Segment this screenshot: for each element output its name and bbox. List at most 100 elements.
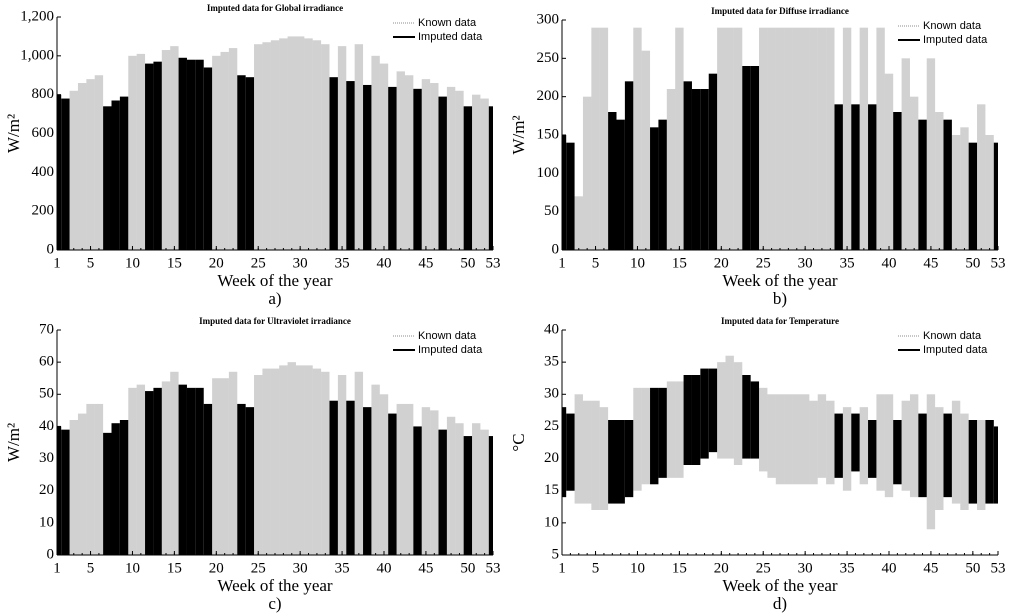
known-bar — [220, 51, 229, 251]
known-bar — [675, 381, 684, 478]
x-axis-label: Week of the year — [217, 576, 333, 595]
imputed-bar — [616, 119, 625, 251]
known-bar — [170, 46, 179, 250]
known-bar — [287, 36, 296, 250]
imputed-bar — [708, 73, 718, 251]
y-tick-label: 5 — [552, 546, 560, 562]
x-tick-label: 10 — [630, 255, 645, 271]
x-tick-label: 30 — [293, 560, 308, 576]
known-bar — [304, 365, 313, 555]
known-bar — [599, 407, 609, 510]
known-bar — [935, 112, 944, 250]
known-bar — [817, 27, 827, 250]
y-tick-label: 15 — [544, 482, 559, 498]
x-tick-label: 30 — [798, 560, 813, 576]
y-tick-label: 200 — [537, 88, 560, 104]
x-tick-label: 20 — [209, 255, 224, 271]
known-bar — [717, 362, 726, 459]
y-axis-label: W/m² — [4, 423, 23, 462]
known-bar — [859, 27, 869, 250]
y-tick-label: 50 — [544, 203, 559, 219]
x-tick-label: 40 — [377, 255, 392, 271]
imputed-bar — [178, 57, 187, 251]
known-bar — [784, 394, 793, 485]
x-tick-label: 5 — [87, 255, 95, 271]
known-bar — [69, 90, 78, 251]
known-bar — [977, 420, 986, 510]
imputed-bar — [119, 420, 129, 555]
imputed-bar — [851, 413, 860, 472]
imputed-bar — [195, 59, 204, 250]
y-tick-label: 0 — [552, 241, 560, 257]
imputed-bar — [700, 368, 709, 459]
known-bar — [574, 196, 583, 250]
known-bar — [304, 38, 313, 250]
y-axis-label: °C — [509, 433, 528, 451]
y-tick-label: 600 — [32, 125, 55, 141]
known-bar — [792, 27, 801, 250]
imputed-bar — [413, 426, 422, 555]
x-tick-label: 40 — [882, 255, 897, 271]
x-tick-label: 53 — [991, 255, 1006, 271]
imputed-bar — [562, 135, 567, 250]
known-bar — [472, 423, 481, 555]
legend-label: Known data — [923, 330, 982, 342]
y-tick-label: 150 — [537, 126, 560, 142]
known-bar — [354, 371, 364, 555]
x-tick-label: 35 — [335, 560, 350, 576]
y-tick-label: 0 — [47, 241, 55, 257]
known-bar — [960, 413, 969, 510]
known-bar — [136, 53, 146, 251]
imputed-bar — [61, 429, 70, 555]
y-tick-label: 30 — [39, 450, 54, 466]
known-bar — [842, 407, 852, 491]
known-bar — [675, 27, 684, 250]
known-bar — [228, 371, 238, 555]
known-bar — [321, 371, 330, 555]
x-tick-label: 25 — [756, 255, 771, 271]
x-tick-label: 20 — [714, 255, 729, 271]
x-tick-label: 1 — [558, 560, 566, 576]
imputed-bar — [742, 375, 751, 459]
imputed-bar — [245, 77, 255, 250]
imputed-bar — [691, 375, 701, 465]
known-bar — [759, 387, 768, 472]
x-tick-label: 15 — [672, 255, 687, 271]
y-tick-label: 40 — [39, 418, 54, 434]
known-bar — [809, 27, 818, 250]
x-axis-label: Week of the year — [217, 271, 333, 290]
imputed-bar — [111, 100, 120, 250]
known-bar — [951, 400, 961, 504]
known-bar — [641, 387, 651, 485]
known-bar — [472, 94, 481, 251]
known-bar — [582, 400, 592, 504]
imputed-bar — [968, 420, 978, 504]
known-bar — [641, 50, 651, 250]
x-axis-label: Week of the year — [722, 271, 838, 290]
chart-title: Imputed data for Diffuse irradiance — [711, 6, 849, 16]
y-tick-label: 10 — [39, 514, 54, 530]
x-tick-label: 53 — [486, 255, 501, 271]
imputed-bar — [683, 81, 692, 250]
imputed-bar — [918, 413, 927, 498]
known-bar — [404, 75, 414, 250]
known-bar — [421, 407, 431, 555]
imputed-bar — [851, 104, 860, 250]
imputed-bar — [650, 387, 659, 485]
imputed-bar — [203, 67, 213, 250]
known-bar — [128, 55, 137, 251]
known-bar — [295, 36, 305, 250]
known-bar — [633, 387, 642, 491]
x-tick-label: 30 — [798, 255, 813, 271]
known-bar — [733, 362, 743, 465]
x-tick-label: 20 — [714, 560, 729, 576]
known-bar — [430, 83, 439, 251]
x-axis-label: Week of the year — [722, 576, 838, 595]
known-bar — [599, 27, 609, 250]
imputed-bar — [186, 387, 196, 555]
imputed-bar — [562, 407, 567, 498]
x-tick-label: 40 — [882, 560, 897, 576]
known-bar — [228, 48, 238, 250]
y-axis-label: W/m² — [509, 115, 528, 154]
known-bar — [446, 86, 456, 251]
